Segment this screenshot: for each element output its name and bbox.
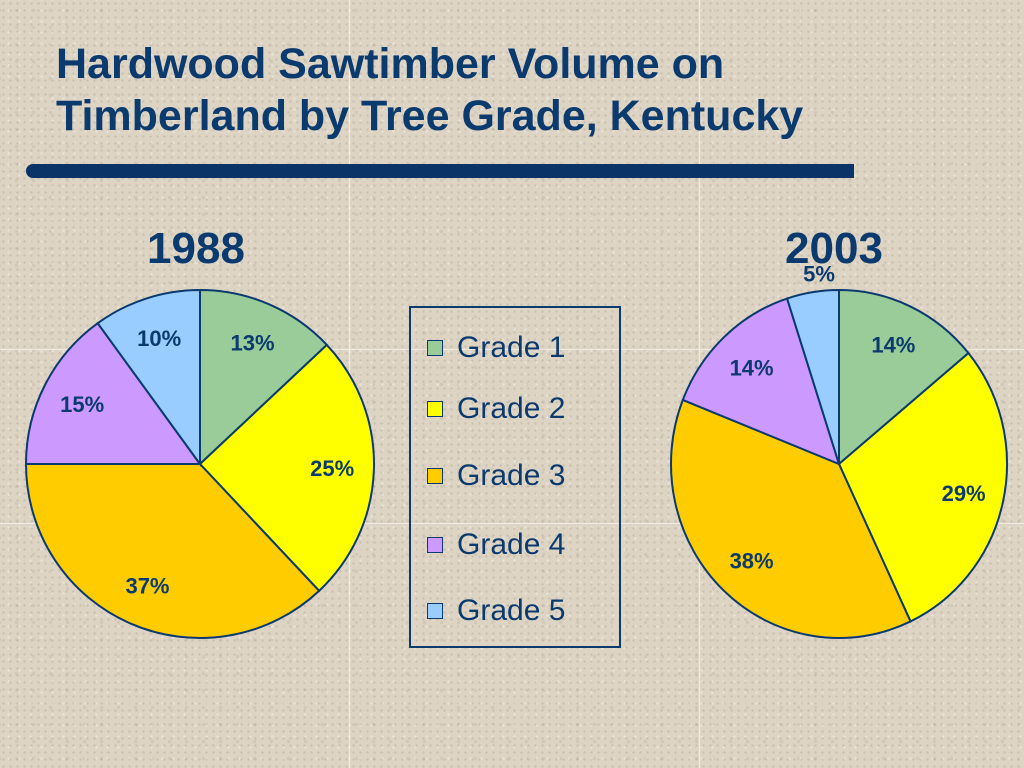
pie-slice-2003-grade-5 xyxy=(785,288,840,465)
pie-label-2003-grade-3: 38% xyxy=(730,548,774,573)
pie-label-2003-grade-2: 29% xyxy=(942,481,986,506)
pie-title-1988: 1988 xyxy=(147,224,245,273)
legend-swatch-grade-2 xyxy=(427,401,443,417)
legend-swatch-grade-4 xyxy=(427,537,443,553)
legend-label-grade-4: Grade 4 xyxy=(457,528,566,561)
pie-label-1988-grade-4: 15% xyxy=(60,392,104,417)
pie-slice-1988-grade-1 xyxy=(199,288,329,467)
legend-label-grade-3: Grade 3 xyxy=(457,459,566,492)
pie-label-1988-grade-2: 25% xyxy=(310,456,354,481)
legend-item-grade-3: Grade 3 xyxy=(427,456,565,496)
legend-item-grade-5: Grade 5 xyxy=(427,591,565,631)
pie-slice-1988-grade-4 xyxy=(24,321,202,465)
pie-label-1988-grade-5: 10% xyxy=(137,326,181,351)
slide-title-line-2: Timberland by Tree Grade, Kentucky xyxy=(56,92,804,140)
legend-label-grade-5: Grade 5 xyxy=(457,594,566,627)
pie-title-2003: 2003 xyxy=(785,224,883,273)
legend-item-grade-1: Grade 1 xyxy=(427,328,565,368)
pie-slice-2003-grade-3 xyxy=(670,398,912,639)
chart-legend: Grade 1 Grade 2 Grade 3 Grade 4 Grade 5 xyxy=(409,306,621,648)
pie-2003 xyxy=(670,288,1008,639)
legend-swatch-grade-1 xyxy=(427,340,443,356)
pie-label-2003-grade-1: 14% xyxy=(871,332,915,357)
background-tile-line xyxy=(0,523,1024,524)
pie-slice-1988-grade-5 xyxy=(96,288,201,468)
title-underline-bar xyxy=(26,164,854,178)
pie-label-2003-grade-4: 14% xyxy=(730,356,774,381)
pie-slice-1988-grade-2 xyxy=(198,343,375,593)
pie-1988 xyxy=(24,288,375,639)
pie-slice-2003-grade-1 xyxy=(838,288,970,467)
pie-label-1988-grade-3: 37% xyxy=(125,573,169,598)
legend-swatch-grade-5 xyxy=(427,603,443,619)
legend-label-grade-2: Grade 2 xyxy=(457,392,566,425)
legend-item-grade-4: Grade 4 xyxy=(427,525,565,565)
legend-label-grade-1: Grade 1 xyxy=(457,331,566,364)
background-tile-line xyxy=(0,349,1024,350)
legend-swatch-grade-3 xyxy=(427,468,443,484)
slide-title: Hardwood Sawtimber Volume on Timberland … xyxy=(56,38,803,142)
legend-item-grade-2: Grade 2 xyxy=(427,389,565,429)
pie-label-2003-grade-5: 5% xyxy=(803,261,835,286)
slide-title-line-1: Hardwood Sawtimber Volume on xyxy=(56,40,725,88)
pie-slice-1988-grade-3 xyxy=(24,463,321,639)
pie-label-1988-grade-1: 13% xyxy=(230,331,274,356)
